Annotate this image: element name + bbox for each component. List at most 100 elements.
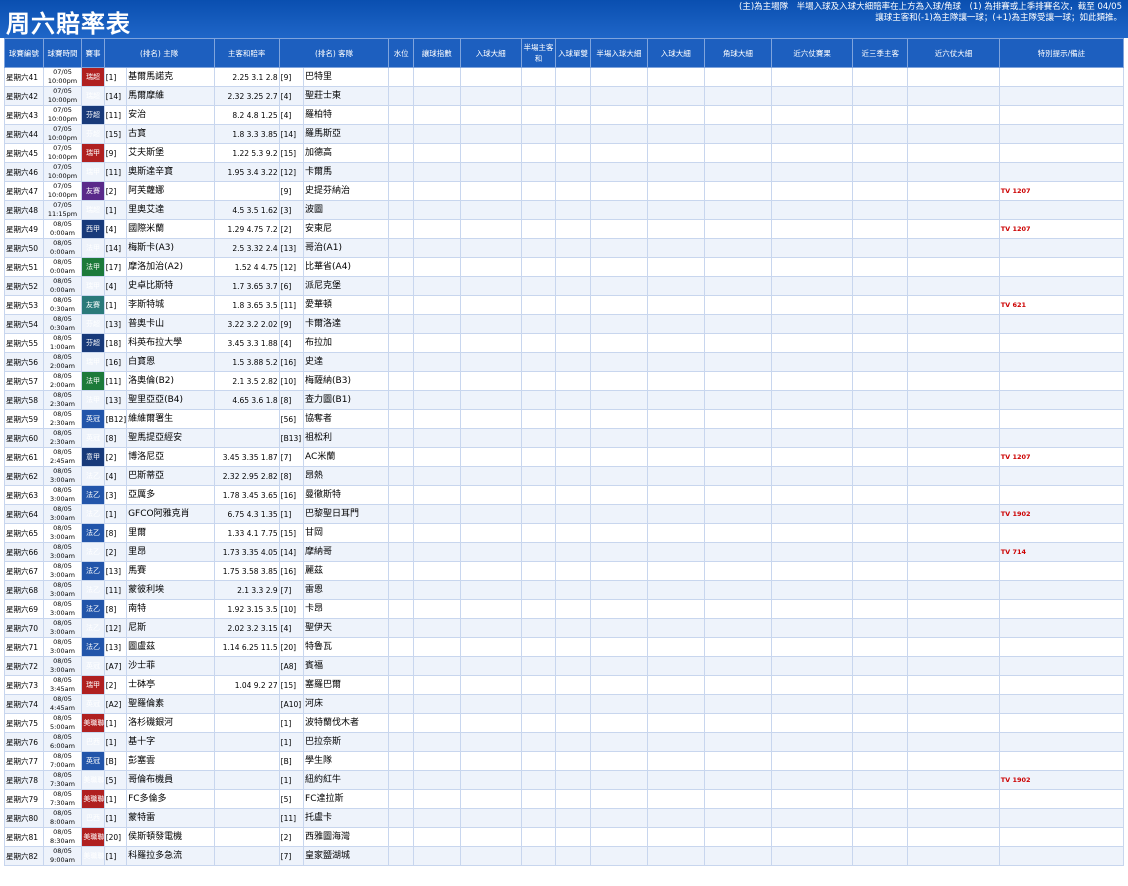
table-row[interactable]: 星期六46 07/05 10:00pm 瑞甲 [11] 奧斯達辛寶 1.95 3.4 3.2…: [4, 162, 1125, 182]
odds-cell[interactable]: [589, 599, 648, 619]
odds-cell[interactable]: [520, 694, 557, 714]
remark-cell[interactable]: TV 621: [998, 295, 1125, 315]
match-id[interactable]: 星期六41: [4, 67, 44, 87]
odds-cell[interactable]: [646, 390, 705, 410]
odds-cell[interactable]: [520, 808, 557, 828]
odds-cell[interactable]: [555, 219, 591, 239]
odds-cell[interactable]: [907, 67, 1000, 87]
odds-cell[interactable]: [459, 732, 522, 752]
odds-cell[interactable]: [770, 105, 854, 125]
odds-cell[interactable]: [388, 523, 414, 543]
odds-cell[interactable]: [459, 371, 522, 391]
table-row[interactable]: 星期六72 08/05 3:00am 英冠 [A7] 沙士菲 [A8] 賓福: [4, 656, 1125, 676]
odds-cell[interactable]: [412, 143, 461, 163]
odds-cell[interactable]: [770, 143, 854, 163]
odds-cell[interactable]: [388, 485, 414, 505]
match-id[interactable]: 星期六63: [4, 485, 44, 505]
table-row[interactable]: 星期六80 08/05 8:00am 巴西 [1] 蒙特雷 [11] 托盧卡: [4, 808, 1125, 828]
odds-cell[interactable]: [852, 770, 909, 790]
away-team[interactable]: 巴黎聖日耳門: [303, 504, 390, 524]
odds-cell[interactable]: [459, 105, 522, 125]
odds-cell[interactable]: [907, 770, 1000, 790]
odds-cell[interactable]: [907, 637, 1000, 657]
odds-cell[interactable]: [907, 523, 1000, 543]
odds-cell[interactable]: [646, 523, 705, 543]
odds-cell[interactable]: [703, 295, 772, 315]
odds-cell[interactable]: [770, 542, 854, 562]
odds-cell[interactable]: [520, 371, 557, 391]
odds-cell[interactable]: [703, 333, 772, 353]
match-id[interactable]: 星期六77: [4, 751, 44, 771]
home-team[interactable]: 巴斯蒂亞: [126, 466, 215, 486]
odds-cell[interactable]: [388, 447, 414, 467]
odds-cell[interactable]: [770, 352, 854, 372]
odds-cell[interactable]: [703, 751, 772, 771]
odds-cell[interactable]: [770, 561, 854, 581]
odds-cell[interactable]: [589, 409, 648, 429]
table-row[interactable]: 星期六51 08/05 0:00am 法甲 [17] 摩洛加治(A2) 1.52 4 4.7…: [4, 257, 1125, 277]
odds-cell[interactable]: [770, 86, 854, 106]
remark-cell[interactable]: [998, 409, 1125, 429]
odds-cell[interactable]: [555, 295, 591, 315]
remark-cell[interactable]: [998, 200, 1125, 220]
remark-cell[interactable]: [998, 675, 1125, 695]
odds-cell[interactable]: [459, 713, 522, 733]
odds-cell[interactable]: [852, 314, 909, 334]
match-id[interactable]: 星期六51: [4, 257, 44, 277]
odds-cell[interactable]: [907, 466, 1000, 486]
hda-odds[interactable]: [213, 770, 280, 790]
away-team[interactable]: 西雅圖海灣: [303, 827, 390, 847]
hda-odds[interactable]: 1.78 3.45 3.65: [213, 485, 280, 505]
odds-cell[interactable]: [907, 333, 1000, 353]
odds-cell[interactable]: [412, 181, 461, 201]
home-team[interactable]: 科英布拉大學: [126, 333, 215, 353]
odds-cell[interactable]: [555, 466, 591, 486]
odds-cell[interactable]: [852, 238, 909, 258]
odds-cell[interactable]: [852, 618, 909, 638]
odds-cell[interactable]: [520, 599, 557, 619]
remark-cell[interactable]: [998, 580, 1125, 600]
table-row[interactable]: 星期六57 08/05 2:00am 法甲 [11] 洛奧倫(B2) 2.1 3.5 2.8…: [4, 371, 1125, 391]
odds-cell[interactable]: [388, 219, 414, 239]
odds-cell[interactable]: [907, 732, 1000, 752]
odds-cell[interactable]: [852, 333, 909, 353]
odds-cell[interactable]: [589, 580, 648, 600]
odds-cell[interactable]: [646, 105, 705, 125]
odds-cell[interactable]: [459, 390, 522, 410]
home-team[interactable]: 普奧卡山: [126, 314, 215, 334]
odds-cell[interactable]: [555, 276, 591, 296]
odds-cell[interactable]: [412, 732, 461, 752]
odds-cell[interactable]: [412, 428, 461, 448]
odds-cell[interactable]: [589, 447, 648, 467]
odds-cell[interactable]: [555, 105, 591, 125]
odds-cell[interactable]: [770, 770, 854, 790]
hda-odds[interactable]: 1.75 3.58 3.85: [213, 561, 280, 581]
remark-cell[interactable]: [998, 257, 1125, 277]
odds-cell[interactable]: [852, 751, 909, 771]
away-team[interactable]: 愛華頓: [303, 295, 390, 315]
home-team[interactable]: 沙士菲: [126, 656, 215, 676]
odds-cell[interactable]: [703, 124, 772, 144]
odds-cell[interactable]: [770, 390, 854, 410]
odds-cell[interactable]: [412, 105, 461, 125]
odds-cell[interactable]: [770, 124, 854, 144]
home-team[interactable]: 馬爾摩維: [126, 86, 215, 106]
odds-cell[interactable]: [459, 770, 522, 790]
odds-cell[interactable]: [703, 808, 772, 828]
odds-cell[interactable]: [388, 580, 414, 600]
remark-cell[interactable]: [998, 276, 1125, 296]
odds-cell[interactable]: [703, 656, 772, 676]
odds-cell[interactable]: [589, 523, 648, 543]
home-team[interactable]: 彭塞雲: [126, 751, 215, 771]
odds-cell[interactable]: [703, 637, 772, 657]
odds-cell[interactable]: [388, 618, 414, 638]
table-row[interactable]: 星期六61 08/05 2:45am 意甲 [2] 博洛尼亞 3.45 3.35 1.87[…: [4, 447, 1125, 467]
home-team[interactable]: 國際米蘭: [126, 219, 215, 239]
odds-cell[interactable]: [852, 637, 909, 657]
odds-cell[interactable]: [388, 314, 414, 334]
odds-cell[interactable]: [412, 200, 461, 220]
odds-cell[interactable]: [703, 200, 772, 220]
away-team[interactable]: 甘岡: [303, 523, 390, 543]
odds-cell[interactable]: [703, 789, 772, 809]
odds-cell[interactable]: [555, 542, 591, 562]
